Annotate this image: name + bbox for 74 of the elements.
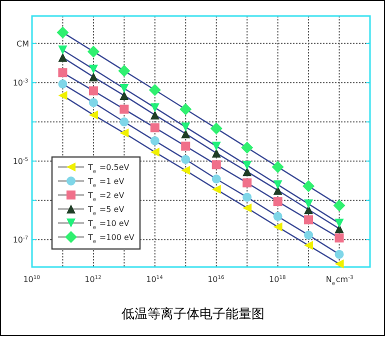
y-tick-label: 10$^{-3}$ — [12, 78, 28, 88]
x-axis-title: N$_{e}$cm$^{-3}$ — [326, 275, 354, 287]
point — [304, 240, 314, 250]
legend-label: T$_{e}$ =100 eV — [87, 233, 135, 245]
point — [242, 203, 252, 212]
point — [302, 180, 315, 192]
point — [181, 166, 190, 175]
point — [88, 98, 98, 108]
text: 低温等离子体电子能量图 — [122, 306, 264, 322]
point — [150, 110, 160, 120]
point — [334, 250, 344, 259]
y-tick-label: 10$^{-7}$ — [12, 236, 28, 245]
point — [120, 91, 129, 100]
point — [150, 103, 160, 112]
point — [242, 167, 252, 176]
point — [212, 142, 221, 151]
point — [333, 199, 346, 212]
point — [88, 64, 98, 74]
point — [88, 72, 98, 82]
point — [150, 123, 160, 132]
point — [150, 136, 160, 146]
point — [87, 46, 100, 58]
legend-label: T$_{e}$ =1 eV — [87, 177, 125, 189]
point — [273, 180, 282, 190]
point — [148, 84, 161, 96]
point — [88, 86, 98, 96]
point — [334, 233, 344, 242]
point — [210, 122, 222, 134]
point — [88, 110, 98, 120]
point — [273, 212, 282, 221]
point — [181, 129, 190, 138]
point — [58, 91, 68, 100]
legend-label: T$_{e}$ =5 eV — [87, 205, 125, 217]
legend-label: T$_{e}$ =2 eV — [87, 191, 125, 203]
point — [334, 218, 344, 228]
point — [181, 154, 190, 164]
point — [120, 104, 129, 114]
point — [56, 26, 69, 38]
x-tick-label: 10$^{12}$ — [84, 275, 102, 284]
point — [212, 160, 221, 170]
point — [272, 160, 284, 173]
point — [242, 160, 252, 170]
point — [273, 197, 282, 206]
x-tick-label: 10$^{18}$ — [269, 275, 286, 284]
point — [118, 64, 130, 77]
point — [242, 192, 252, 202]
point — [150, 148, 160, 157]
point — [120, 117, 129, 126]
point — [58, 68, 68, 78]
x-tick-label: 10$^{10}$ — [23, 275, 40, 284]
point — [120, 128, 129, 138]
point — [58, 52, 68, 62]
point — [120, 84, 129, 93]
point — [241, 142, 254, 154]
point — [212, 148, 221, 158]
legend-label: T$_{e}$ =0.5eV — [87, 163, 130, 175]
point — [212, 174, 221, 184]
x-tick-label: 10$^{16}$ — [208, 275, 224, 284]
point — [58, 45, 68, 54]
point — [273, 222, 282, 232]
x-tick-label: 10$^{14}$ — [146, 275, 164, 284]
point — [334, 259, 344, 268]
point — [304, 230, 314, 240]
legend-label: T$_{e}$ =10 eV — [87, 219, 130, 231]
point — [242, 178, 252, 188]
point — [304, 215, 314, 224]
y-tick-label: 10$^{-5}$ — [12, 157, 28, 166]
point — [304, 199, 314, 208]
point — [181, 122, 190, 132]
point — [180, 103, 192, 116]
point — [212, 184, 221, 194]
point — [181, 142, 190, 151]
y-tick-label: CM — [16, 39, 30, 48]
point — [58, 79, 68, 88]
